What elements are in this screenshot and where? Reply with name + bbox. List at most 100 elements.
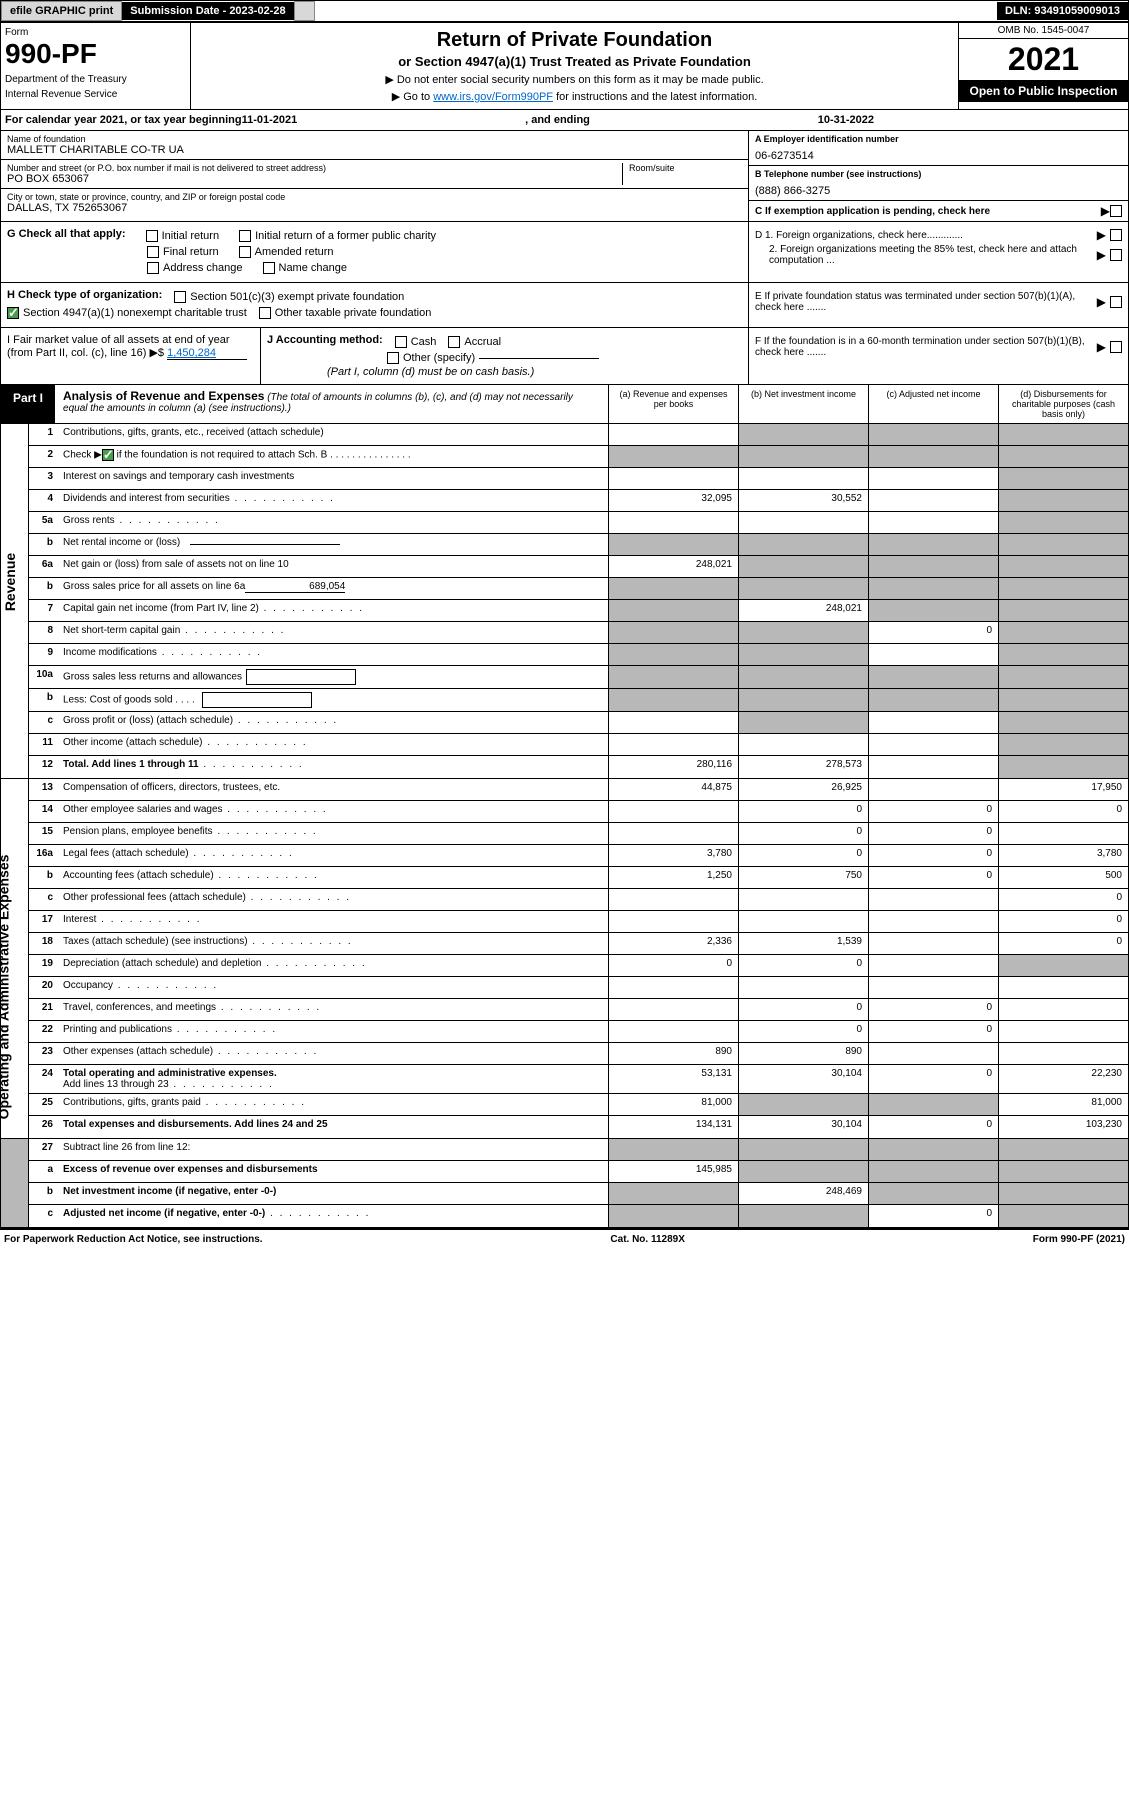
efile-print-button[interactable]: efile GRAPHIC print [1, 1, 122, 21]
ein-label: A Employer identification number [755, 134, 1122, 144]
expenses-label: Operating and Administrative Expenses [0, 855, 11, 1120]
f-label: F If the foundation is in a 60-month ter… [755, 336, 1093, 358]
instructions-link[interactable]: www.irs.gov/Form990PF [433, 91, 553, 103]
sch-b-checkbox[interactable] [102, 449, 114, 461]
r15-b: 0 [738, 823, 868, 844]
r18-b: 1,539 [738, 933, 868, 954]
r24-d: 22,230 [998, 1065, 1128, 1093]
row-16b-desc: Accounting fees (attach schedule) [59, 867, 608, 888]
r24-b: 30,104 [738, 1065, 868, 1093]
r26-d: 103,230 [998, 1116, 1128, 1138]
addr-change-checkbox[interactable] [147, 262, 159, 274]
form-year-block: OMB No. 1545-0047 2021 Open to Public In… [958, 23, 1128, 109]
initial-former-label: Initial return of a former public charit… [255, 230, 436, 242]
r13-d: 17,950 [998, 779, 1128, 800]
r24-a: 53,131 [608, 1065, 738, 1093]
initial-former-checkbox[interactable] [239, 230, 251, 242]
section-j: J Accounting method: Cash Accrual Other … [261, 328, 748, 384]
r23-a: 890 [608, 1043, 738, 1064]
form-label: Form [5, 27, 186, 38]
d2-label: 2. Foreign organizations meeting the 85%… [755, 244, 1093, 266]
section-f-right: F If the foundation is in a 60-month ter… [748, 328, 1128, 384]
r16a-a: 3,780 [608, 845, 738, 866]
f-checkbox[interactable] [1110, 341, 1122, 353]
part1-title: Analysis of Revenue and Expenses [63, 389, 264, 403]
summary-table: 27Subtract line 26 from line 12: aExcess… [0, 1139, 1129, 1228]
form-title: Return of Private Foundation [197, 29, 952, 52]
s4947-checkbox[interactable] [7, 307, 19, 319]
r4-b: 30,552 [738, 490, 868, 511]
arrow-icon: ▶ [1097, 248, 1106, 262]
cash-checkbox[interactable] [395, 336, 407, 348]
r14-b: 0 [738, 801, 868, 822]
r24-c: 0 [868, 1065, 998, 1093]
row-16a-desc: Legal fees (attach schedule) [59, 845, 608, 866]
r27b-b: 248,469 [738, 1183, 868, 1204]
row-23-desc: Other expenses (attach schedule) [59, 1043, 608, 1064]
e-checkbox[interactable] [1110, 296, 1122, 308]
form-note-ssn: ▶ Do not enter social security numbers o… [197, 73, 952, 86]
section-d-right: D 1. Foreign organizations, check here..… [748, 222, 1128, 282]
fmv-value[interactable]: 1,450,284 [167, 347, 247, 360]
r6a-a: 248,021 [608, 556, 738, 577]
other-tax-checkbox[interactable] [259, 307, 271, 319]
d2-checkbox[interactable] [1110, 249, 1122, 261]
r16b-d: 500 [998, 867, 1128, 888]
tax-year: 2021 [959, 39, 1128, 80]
row-5a-desc: Gross rents [59, 512, 608, 533]
revenue-table: Revenue 1Contributions, gifts, grants, e… [0, 424, 1129, 779]
section-g-left: G Check all that apply: Initial return I… [1, 222, 748, 282]
r14-d: 0 [998, 801, 1128, 822]
final-return-checkbox[interactable] [147, 246, 159, 258]
row-12-desc: Total. Add lines 1 through 11 [59, 756, 608, 778]
r15-c: 0 [868, 823, 998, 844]
d1-checkbox[interactable] [1110, 229, 1122, 241]
col-c-header: (c) Adjusted net income [868, 385, 998, 423]
row-1-desc: Contributions, gifts, grants, etc., rece… [59, 424, 608, 445]
r18-a: 2,336 [608, 933, 738, 954]
other-tax-label: Other taxable private foundation [275, 307, 432, 319]
row-20-desc: Occupancy [59, 977, 608, 998]
r4-a: 32,095 [608, 490, 738, 511]
r26-a: 134,131 [608, 1116, 738, 1138]
submission-date-spacer [294, 1, 315, 21]
other-method-checkbox[interactable] [387, 352, 399, 364]
name-label: Name of foundation [7, 134, 742, 144]
s501-checkbox[interactable] [174, 291, 186, 303]
initial-return-checkbox[interactable] [146, 230, 158, 242]
entity-left: Name of foundation MALLETT CHARITABLE CO… [1, 131, 748, 221]
amended-return-checkbox[interactable] [239, 246, 251, 258]
footer-form: Form 990-PF (2021) [1033, 1234, 1125, 1245]
other-specify-input[interactable] [479, 358, 599, 359]
cash-label: Cash [411, 336, 437, 348]
r12-a: 280,116 [608, 756, 738, 778]
row-27c-desc: Adjusted net income (if negative, enter … [59, 1205, 608, 1227]
r16c-d: 0 [998, 889, 1128, 910]
addr-change-label: Address change [163, 262, 243, 274]
row-8-desc: Net short-term capital gain [59, 622, 608, 643]
revenue-label: Revenue [2, 553, 18, 611]
r19-a: 0 [608, 955, 738, 976]
r16a-b: 0 [738, 845, 868, 866]
row-16c-desc: Other professional fees (attach schedule… [59, 889, 608, 910]
entity-right: A Employer identification number 06-6273… [748, 131, 1128, 221]
name-cell: Name of foundation MALLETT CHARITABLE CO… [1, 131, 748, 160]
row-10b-desc: Less: Cost of goods sold . . . . [59, 689, 608, 711]
addr-label: Number and street (or P.O. box number if… [7, 163, 622, 173]
street-address: PO BOX 653067 [7, 173, 622, 185]
expenses-side-label: Operating and Administrative Expenses [1, 779, 29, 1138]
exemption-checkbox[interactable] [1110, 205, 1122, 217]
r13-b: 26,925 [738, 779, 868, 800]
row-18-desc: Taxes (attach schedule) (see instruction… [59, 933, 608, 954]
cal-pre: For calendar year 2021, or tax year begi… [5, 114, 242, 126]
room-label: Room/suite [629, 163, 742, 173]
summary-side [1, 1139, 29, 1227]
calendar-year-row: For calendar year 2021, or tax year begi… [0, 110, 1129, 131]
row-27-desc: Subtract line 26 from line 12: [59, 1139, 608, 1160]
name-change-checkbox[interactable] [263, 262, 275, 274]
accrual-checkbox[interactable] [448, 336, 460, 348]
form-title-block: Return of Private Foundation or Section … [191, 23, 958, 109]
row-25-desc: Contributions, gifts, grants paid [59, 1094, 608, 1115]
foundation-name: MALLETT CHARITABLE CO-TR UA [7, 144, 742, 156]
row-6a-desc: Net gain or (loss) from sale of assets n… [59, 556, 608, 577]
